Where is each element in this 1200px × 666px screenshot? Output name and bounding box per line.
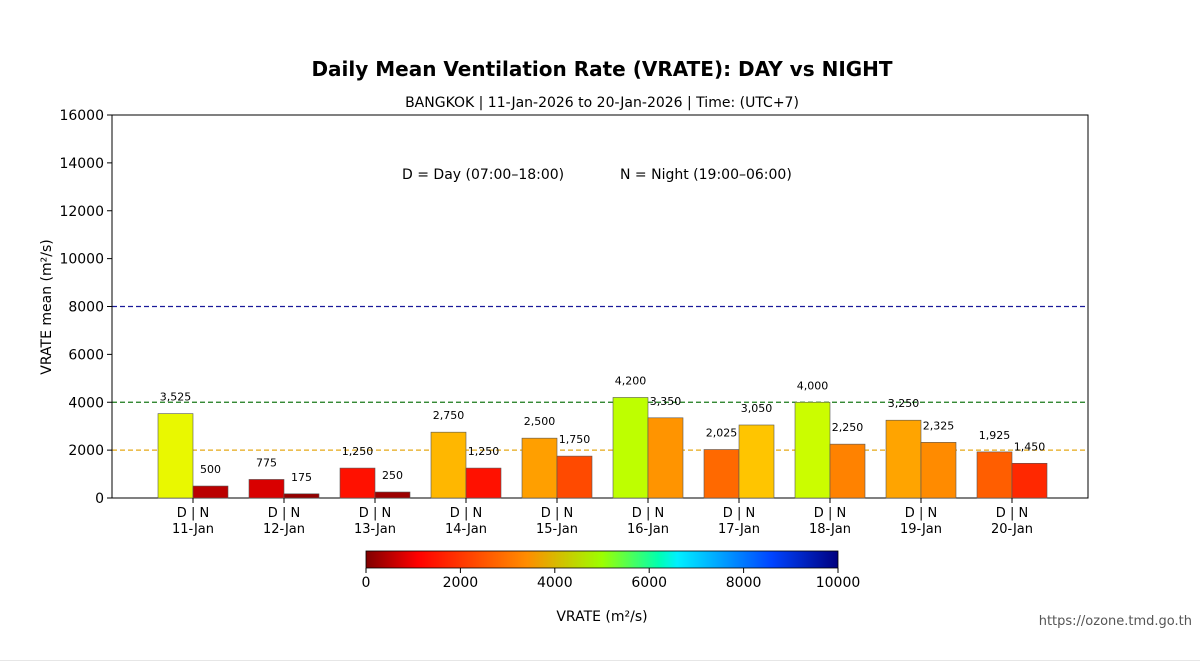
data-label-day: 1,925	[979, 429, 1011, 442]
data-label-day: 2,025	[706, 427, 738, 440]
colorbar-tick-label: 0	[362, 575, 371, 591]
x-tick-label: 11-Jan	[172, 522, 214, 537]
bars: 3,525 500 775 175 1,250 250 2,750 1,250 2,5001,7…	[157, 374, 1048, 499]
bar-night	[283, 493, 320, 499]
bar-night	[1011, 462, 1048, 499]
chart-title: Daily Mean Ventilation Rate (VRATE): DAY…	[311, 57, 892, 81]
bar-day	[885, 419, 922, 499]
x-tick-label: 20-Jan	[991, 522, 1033, 537]
bar-day	[794, 401, 831, 499]
bar-night	[738, 424, 775, 499]
x-sublabel: D | N	[450, 506, 482, 521]
divider	[0, 660, 1200, 661]
data-label-night: 1,750	[559, 433, 591, 446]
x-tick-label: 13-Jan	[354, 522, 396, 537]
data-label-day: 4,200	[615, 374, 647, 387]
legend-note-night: N = Night (19:00–06:00)	[620, 167, 792, 183]
bar-night	[829, 443, 866, 499]
data-label-day: 1,250	[342, 445, 374, 458]
data-label-day: 2,500	[524, 415, 556, 428]
reference-lines	[112, 114, 1088, 451]
data-label-night: 2,250	[832, 421, 864, 434]
bar-night	[556, 455, 593, 499]
bar-day	[339, 467, 376, 499]
y-tick-label: 2000	[68, 443, 104, 459]
x-sublabel: D | N	[177, 506, 209, 521]
bar-day	[248, 479, 285, 499]
data-label-night: 2,325	[923, 419, 955, 432]
bar-night	[465, 467, 502, 499]
y-tick-label: 14000	[59, 156, 104, 172]
bar-day	[612, 397, 649, 499]
x-tick-label: 19-Jan	[900, 522, 942, 537]
colorbar-tick-label: 2000	[443, 575, 479, 591]
bar-night	[920, 442, 957, 499]
x-tick-label: 15-Jan	[536, 522, 578, 537]
colorbar-tick-label: 6000	[631, 575, 667, 591]
data-label-day: 3,525	[160, 391, 192, 404]
data-label-day: 775	[256, 456, 277, 469]
colorbar-tick-label: 10000	[816, 575, 861, 591]
data-label-night: 175	[291, 471, 312, 484]
source-url: https://ozone.tmd.go.th	[1038, 614, 1192, 629]
data-label-night: 1,450	[1014, 440, 1046, 453]
y-tick-label: 0	[95, 491, 104, 507]
data-label-night: 500	[200, 463, 221, 476]
x-tick-label: 17-Jan	[718, 522, 760, 537]
x-tick-label: 18-Jan	[809, 522, 851, 537]
y-tick-label: 16000	[59, 108, 104, 124]
data-label-day: 2,750	[433, 409, 465, 422]
y-tick-label: 12000	[59, 204, 104, 220]
bar-day	[157, 413, 194, 499]
bar-day	[703, 449, 740, 499]
x-sublabel: D | N	[996, 506, 1028, 521]
bar-day	[521, 437, 558, 499]
bar-night	[192, 485, 229, 499]
x-sublabel: D | N	[905, 506, 937, 521]
x-tick-label: 12-Jan	[263, 522, 305, 537]
bar-day	[430, 431, 467, 499]
data-label-day: 4,000	[797, 379, 829, 392]
colorbar-tick-label: 8000	[726, 575, 762, 591]
colorbar-ticks: 0 2000 4000 6000 8000 10000	[362, 568, 861, 591]
y-tick-label: 6000	[68, 347, 104, 363]
x-tick-label: 14-Jan	[445, 522, 487, 537]
bar-night	[374, 491, 411, 499]
colorbar-label: VRATE (m²/s)	[556, 609, 647, 625]
y-tick-label: 10000	[59, 252, 104, 268]
data-label-night: 3,050	[741, 402, 773, 415]
colorbar-tick-label: 4000	[537, 575, 573, 591]
legend-note-day: D = Day (07:00–18:00)	[402, 167, 564, 183]
x-sublabel: D | N	[632, 506, 664, 521]
y-axis: 0 2000 4000 6000 8000 10000 12000 14000 16000	[59, 108, 112, 507]
data-label-day: 3,250	[888, 397, 920, 410]
x-sublabel: D | N	[541, 506, 573, 521]
y-tick-label: 8000	[68, 300, 104, 316]
data-label-night: 250	[382, 469, 403, 482]
chart-subtitle: BANGKOK | 11-Jan-2026 to 20-Jan-2026 | T…	[405, 95, 799, 111]
x-tick-label: 16-Jan	[627, 522, 669, 537]
x-sublabel: D | N	[268, 506, 300, 521]
data-label-night: 3,350	[650, 395, 682, 408]
x-sublabel: D | N	[723, 506, 755, 521]
y-axis-label: VRATE mean (m²/s)	[39, 239, 55, 374]
colorbar	[365, 550, 839, 569]
bar-night	[647, 417, 684, 499]
x-sublabel: D | N	[359, 506, 391, 521]
x-sublabel: D | N	[814, 506, 846, 521]
data-label-night: 1,250	[468, 445, 500, 458]
y-tick-label: 4000	[68, 395, 104, 411]
bar-day	[976, 451, 1013, 499]
